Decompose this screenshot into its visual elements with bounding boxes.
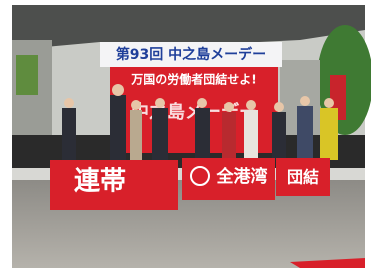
person	[244, 110, 258, 160]
person	[152, 108, 168, 160]
left-tree	[16, 55, 38, 95]
head	[155, 98, 165, 108]
head	[131, 100, 141, 110]
person	[62, 108, 76, 160]
person	[195, 108, 210, 160]
person	[297, 106, 313, 160]
photo: 第93回 中之島メーデー 万国の労働者団結せよ! 中之島メーデー 連帯 全港湾 …	[0, 0, 371, 271]
head	[324, 98, 334, 108]
head	[224, 102, 234, 112]
sign-center-text: 全港湾	[216, 166, 268, 187]
head	[197, 98, 207, 108]
head	[246, 100, 256, 110]
sign-right-text: 団結	[287, 168, 319, 187]
head	[112, 84, 124, 96]
person	[272, 112, 286, 160]
person	[320, 108, 338, 160]
banner-title: 第93回 中之島メーデー	[116, 46, 266, 63]
banner-slogan: 万国の労働者団結せよ!	[130, 72, 256, 87]
person	[222, 112, 236, 160]
sign-left-text: 連帯	[74, 167, 126, 197]
head	[300, 96, 310, 106]
head	[64, 98, 74, 108]
person	[110, 95, 126, 160]
head	[274, 102, 284, 112]
person	[130, 110, 142, 160]
stage-text: 中之島メーデー	[131, 101, 257, 123]
page: {"banner": {"title": "第93回 中之島メーデー", "sl…	[0, 0, 371, 271]
